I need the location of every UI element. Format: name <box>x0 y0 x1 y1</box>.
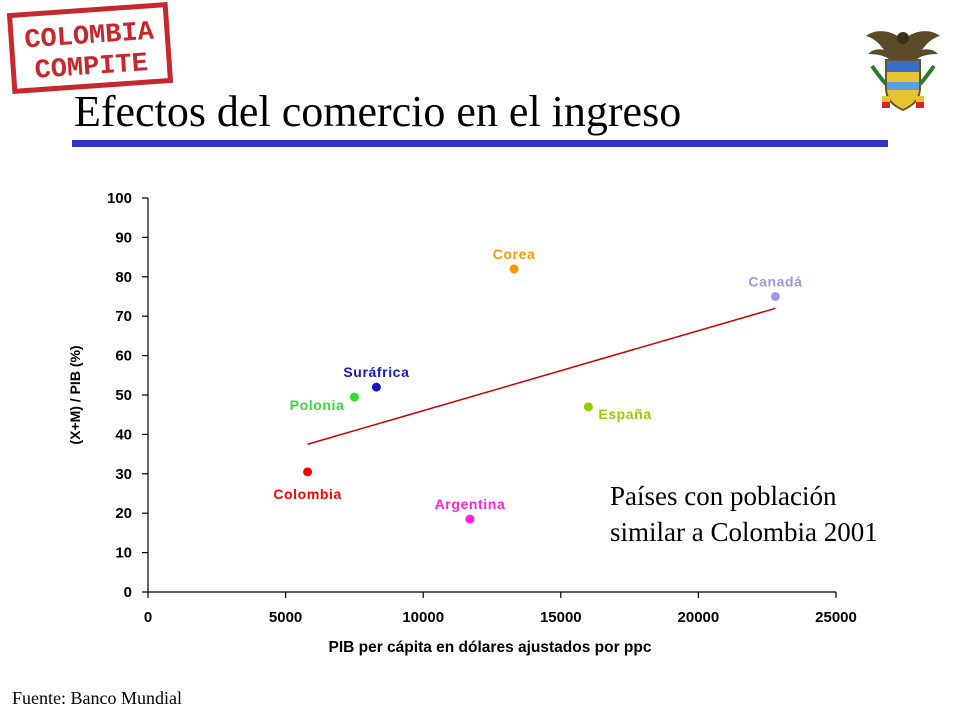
point-label-colombia: Colombia <box>273 486 342 502</box>
y-tick-label: 60 <box>115 348 132 365</box>
y-tick-label: 70 <box>115 308 132 325</box>
points-layer: Colombia Polonia Suráfrica Argentina Corea Es… <box>273 246 802 524</box>
y-tick-label: 0 <box>124 584 132 601</box>
point-label-surafrica: Suráfrica <box>343 364 409 380</box>
point-label-corea: Corea <box>493 246 536 262</box>
point-canada <box>770 292 780 301</box>
y-tick-label: 40 <box>115 426 132 443</box>
point-corea <box>509 264 519 274</box>
point-surafrica <box>371 382 381 392</box>
point-colombia <box>303 467 313 477</box>
y-tick-label: 80 <box>115 269 132 286</box>
y-tick-label: 20 <box>115 505 132 522</box>
colombia-compite-logo: COLOMBIA COMPITE <box>6 2 174 94</box>
axes: 0 10 20 30 40 50 60 70 80 90 100 0 5000 10000 15000 200… <box>107 190 857 626</box>
y-tick-label: 90 <box>115 229 132 246</box>
annotation-line-1: Países con población <box>610 481 837 511</box>
x-tick-label: 20000 <box>678 609 720 626</box>
y-axis-title: (X+M) / PIB (%) <box>67 345 83 444</box>
coat-of-arms-icon <box>866 31 940 112</box>
source-note: Fuente: Banco Mundial <box>12 688 182 708</box>
y-tick-label: 10 <box>115 545 132 562</box>
point-espana <box>583 402 593 412</box>
page-title: Efectos del comercio en el ingreso <box>74 87 682 136</box>
title-underline <box>72 140 888 147</box>
x-tick-label: 10000 <box>402 609 444 626</box>
y-tick-label: 100 <box>107 190 132 207</box>
y-tick-label: 50 <box>115 387 132 404</box>
x-tick-label: 0 <box>144 609 152 626</box>
x-tick-label: 15000 <box>540 609 582 626</box>
x-axis-title: PIB per cápita en dólares ajustados por … <box>328 639 651 656</box>
y-tick-label: 30 <box>115 466 132 483</box>
x-tick-label: 5000 <box>269 609 302 626</box>
point-label-argentina: Argentina <box>435 496 506 512</box>
point-label-espana: España <box>598 406 651 422</box>
point-label-polonia: Polonia <box>290 397 345 413</box>
trendline-layer <box>307 307 776 445</box>
chart-annotation: Países con población similar a Colombia … <box>610 478 878 550</box>
annotation-line-2: similar a Colombia 2001 <box>610 517 878 547</box>
point-argentina <box>465 514 475 524</box>
point-polonia <box>349 392 359 402</box>
point-label-canada: Canadá <box>748 274 802 290</box>
trendline <box>307 307 776 445</box>
x-tick-label: 25000 <box>815 609 857 626</box>
